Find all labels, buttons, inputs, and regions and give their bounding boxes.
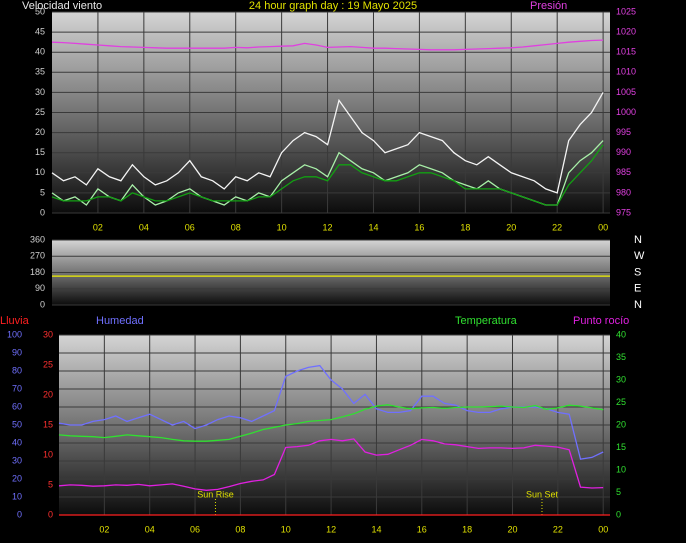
x-tick-label: 02 (93, 222, 103, 232)
y3-tick-label: 25 (43, 359, 53, 369)
x-tick-label: 12 (326, 524, 336, 534)
y-tick-label: 180 (30, 267, 45, 277)
y-tick-label: 270 (30, 251, 45, 261)
y2-tick-label: 985 (616, 167, 631, 177)
y-tick-label: 10 (35, 167, 45, 177)
x-tick-label: 08 (235, 524, 245, 534)
y-tick-label: 70 (12, 383, 22, 393)
x-tick-label: 04 (139, 222, 149, 232)
series-line (51, 144, 604, 206)
y-tick-label: 0 (17, 509, 22, 519)
y-tick-label: 80 (12, 365, 22, 375)
y3-tick-label: 0 (48, 509, 53, 519)
y3-tick-label: 5 (48, 479, 53, 489)
y2-tick-label: 1020 (616, 26, 636, 36)
x-tick-label: 04 (145, 524, 155, 534)
y-tick-label: 40 (35, 47, 45, 57)
y2-tick-label: 1015 (616, 47, 636, 57)
y2-tick-label: 995 (616, 127, 631, 137)
x-tick-label: 02 (99, 524, 109, 534)
y2-tick-label: 5 (616, 487, 621, 497)
y2-tick-label: 10 (616, 464, 626, 474)
y2-tick-label: 975 (616, 207, 631, 217)
y-tick-label: 30 (12, 455, 22, 465)
y-tick-label: 35 (35, 67, 45, 77)
y3-tick-label: 20 (43, 389, 53, 399)
y2-tick-label: 1000 (616, 107, 636, 117)
y-tick-label: 50 (35, 6, 45, 16)
x-tick-label: 22 (552, 222, 562, 232)
y-tick-label: 40 (12, 437, 22, 447)
y2-tick-label: N (634, 234, 642, 246)
x-tick-label: 06 (190, 524, 200, 534)
y2-tick-label: W (634, 250, 645, 262)
y-tick-label: 45 (35, 26, 45, 36)
y2-tick-label: 15 (616, 442, 626, 452)
x-tick-label: 10 (277, 222, 287, 232)
x-tick-label: 08 (231, 222, 241, 232)
y-tick-label: 50 (12, 419, 22, 429)
series-label: Humedad (96, 315, 144, 327)
y-tick-label: 5 (40, 187, 45, 197)
x-tick-label: 20 (506, 222, 516, 232)
x-tick-label: 18 (462, 524, 472, 534)
y2-tick-label: 35 (616, 352, 626, 362)
series-line (51, 92, 604, 194)
y2-tick-label: N (634, 299, 642, 311)
y-tick-label: 360 (30, 234, 45, 244)
y2-tick-label: 40 (616, 329, 626, 339)
y-tick-label: 15 (35, 147, 45, 157)
x-tick-label: 14 (371, 524, 381, 534)
x-tick-label: 16 (417, 524, 427, 534)
annotation: Sun Rise (197, 489, 234, 499)
x-tick-label: 20 (507, 524, 517, 534)
y2-tick-label: 20 (616, 419, 626, 429)
x-tick-label: 00 (598, 524, 608, 534)
y2-tick-label: 1010 (616, 67, 636, 77)
series-label: Temperatura (455, 315, 518, 327)
y-tick-label: 100 (7, 329, 22, 339)
series-line (58, 404, 604, 442)
x-tick-label: 10 (281, 524, 291, 534)
x-tick-label: 22 (553, 524, 563, 534)
y-tick-label: 30 (35, 87, 45, 97)
series-label: Presión (530, 0, 567, 12)
x-tick-label: 14 (368, 222, 378, 232)
x-tick-label: 00 (598, 222, 608, 232)
y3-tick-label: 15 (43, 419, 53, 429)
series-label: Punto rocío (573, 315, 629, 327)
y-tick-label: 90 (35, 283, 45, 293)
y2-tick-label: 30 (616, 374, 626, 384)
x-tick-label: 06 (185, 222, 195, 232)
y3-tick-label: 10 (43, 449, 53, 459)
y-tick-label: 60 (12, 401, 22, 411)
y-tick-label: 0 (40, 299, 45, 309)
y2-tick-label: E (634, 283, 641, 295)
y2-tick-label: 1025 (616, 6, 636, 16)
y-tick-label: 25 (35, 107, 45, 117)
x-tick-label: 18 (460, 222, 470, 232)
y2-tick-label: 1005 (616, 87, 636, 97)
x-tick-label: 16 (414, 222, 424, 232)
y-tick-label: 20 (12, 473, 22, 483)
y2-tick-label: S (634, 266, 641, 278)
chart-title: 24 hour graph day : 19 Mayo 2025 (249, 0, 417, 12)
annotation: Sun Set (526, 489, 559, 499)
y2-tick-label: 0 (616, 509, 621, 519)
y-tick-label: 90 (12, 347, 22, 357)
x-tick-label: 12 (323, 222, 333, 232)
y2-tick-label: 980 (616, 187, 631, 197)
series-line (58, 438, 604, 491)
y-tick-label: 20 (35, 127, 45, 137)
y-tick-label: 0 (40, 207, 45, 217)
y-axis-label: Velocidad viento (22, 0, 102, 12)
y3-tick-label: 30 (43, 329, 53, 339)
series-label: Lluvia (0, 315, 30, 327)
y2-tick-label: 25 (616, 397, 626, 407)
y2-tick-label: 990 (616, 147, 631, 157)
series-line (51, 39, 604, 51)
y-tick-label: 10 (12, 491, 22, 501)
